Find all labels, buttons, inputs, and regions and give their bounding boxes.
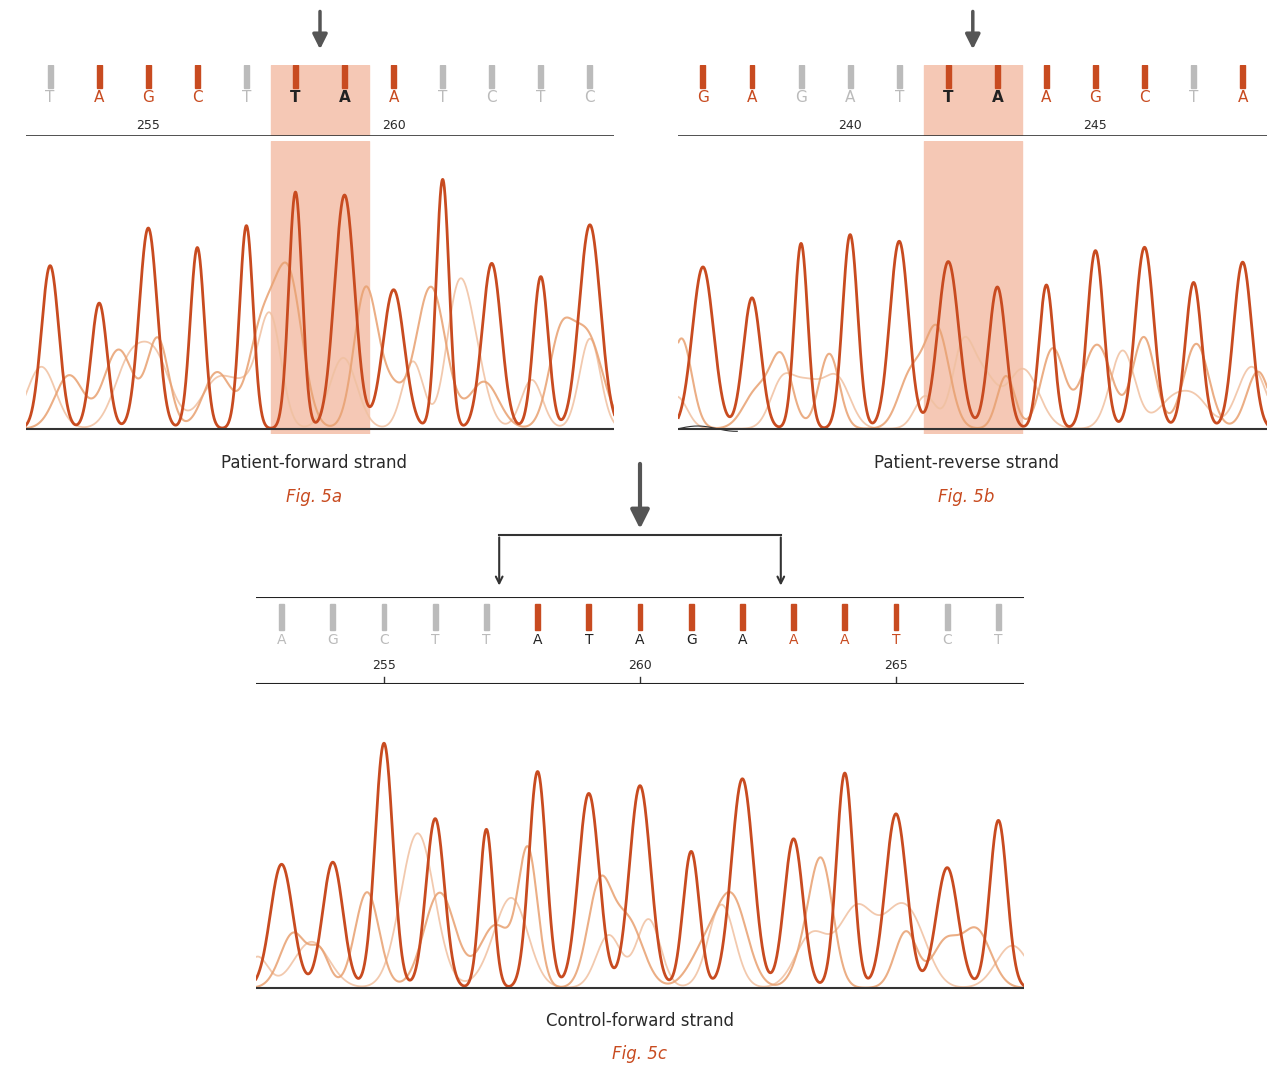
Bar bbox=[1044, 65, 1048, 88]
Text: C: C bbox=[585, 90, 595, 105]
Bar bbox=[271, 141, 369, 434]
Bar bbox=[97, 65, 101, 88]
Text: T: T bbox=[892, 634, 900, 648]
Bar bbox=[440, 65, 445, 88]
Bar bbox=[799, 65, 804, 88]
Bar bbox=[588, 65, 593, 88]
Bar bbox=[195, 65, 200, 88]
Text: T: T bbox=[585, 634, 593, 648]
Text: G: G bbox=[686, 634, 696, 648]
Bar bbox=[924, 65, 1021, 136]
Text: 245: 245 bbox=[1084, 119, 1107, 132]
Text: A: A bbox=[746, 90, 758, 105]
Text: 265: 265 bbox=[884, 660, 908, 673]
Bar bbox=[279, 603, 284, 629]
Bar bbox=[924, 141, 1021, 434]
Bar bbox=[1142, 65, 1147, 88]
Text: T: T bbox=[291, 90, 301, 105]
Text: T: T bbox=[46, 90, 55, 105]
Text: A: A bbox=[276, 634, 287, 648]
Bar bbox=[847, 65, 852, 88]
Text: Patient-forward strand: Patient-forward strand bbox=[220, 454, 407, 472]
Text: A: A bbox=[532, 634, 543, 648]
Bar bbox=[897, 65, 901, 88]
Bar bbox=[271, 65, 369, 136]
Text: C: C bbox=[942, 634, 952, 648]
Text: Fig. 5a: Fig. 5a bbox=[285, 488, 342, 507]
Text: Fig. 5b: Fig. 5b bbox=[938, 488, 995, 507]
Bar bbox=[996, 603, 1001, 629]
Bar bbox=[946, 65, 951, 88]
Bar bbox=[489, 65, 494, 88]
Bar bbox=[1192, 65, 1196, 88]
Text: 255: 255 bbox=[137, 119, 160, 132]
Bar bbox=[740, 603, 745, 629]
Bar bbox=[945, 603, 950, 629]
Text: A: A bbox=[388, 90, 399, 105]
Bar bbox=[433, 603, 438, 629]
Text: C: C bbox=[379, 634, 389, 648]
Text: T: T bbox=[895, 90, 904, 105]
Text: T: T bbox=[943, 90, 954, 105]
Text: Patient-reverse strand: Patient-reverse strand bbox=[874, 454, 1059, 472]
Bar bbox=[1093, 65, 1098, 88]
Text: T: T bbox=[431, 634, 439, 648]
Text: 240: 240 bbox=[838, 119, 861, 132]
Text: A: A bbox=[339, 90, 351, 105]
Bar bbox=[637, 603, 643, 629]
Text: G: G bbox=[1089, 90, 1101, 105]
Text: C: C bbox=[192, 90, 202, 105]
Text: A: A bbox=[635, 634, 645, 648]
Bar bbox=[535, 603, 540, 629]
Bar bbox=[689, 603, 694, 629]
Bar bbox=[700, 65, 705, 88]
Text: T: T bbox=[995, 634, 1002, 648]
Text: 255: 255 bbox=[372, 660, 396, 673]
Bar bbox=[146, 65, 151, 88]
Bar bbox=[586, 603, 591, 629]
Bar bbox=[381, 603, 387, 629]
Bar bbox=[1240, 65, 1245, 88]
Text: G: G bbox=[795, 90, 806, 105]
Text: A: A bbox=[1041, 90, 1052, 105]
Text: C: C bbox=[486, 90, 497, 105]
Bar bbox=[893, 603, 899, 629]
Bar bbox=[47, 65, 52, 88]
Bar bbox=[995, 65, 1000, 88]
Text: T: T bbox=[1189, 90, 1198, 105]
Bar bbox=[342, 65, 347, 88]
Text: A: A bbox=[992, 90, 1004, 105]
Bar bbox=[293, 65, 298, 88]
Bar bbox=[244, 65, 248, 88]
Text: T: T bbox=[536, 90, 545, 105]
Text: T: T bbox=[438, 90, 447, 105]
Bar bbox=[750, 65, 754, 88]
Text: C: C bbox=[1139, 90, 1149, 105]
Bar bbox=[330, 603, 335, 629]
Text: A: A bbox=[788, 634, 799, 648]
Bar bbox=[392, 65, 396, 88]
Text: T: T bbox=[483, 634, 490, 648]
Text: A: A bbox=[840, 634, 850, 648]
Text: A: A bbox=[845, 90, 855, 105]
Text: G: G bbox=[698, 90, 709, 105]
Text: T: T bbox=[242, 90, 251, 105]
Bar bbox=[539, 65, 543, 88]
Bar bbox=[484, 603, 489, 629]
Text: A: A bbox=[93, 90, 105, 105]
Text: A: A bbox=[737, 634, 748, 648]
Text: A: A bbox=[1238, 90, 1248, 105]
Text: Fig. 5c: Fig. 5c bbox=[613, 1045, 667, 1063]
Text: 260: 260 bbox=[381, 119, 406, 132]
Bar bbox=[842, 603, 847, 629]
Text: Control-forward strand: Control-forward strand bbox=[547, 1012, 733, 1031]
Bar bbox=[791, 603, 796, 629]
Text: 260: 260 bbox=[628, 660, 652, 673]
Text: G: G bbox=[142, 90, 154, 105]
Text: G: G bbox=[328, 634, 338, 648]
